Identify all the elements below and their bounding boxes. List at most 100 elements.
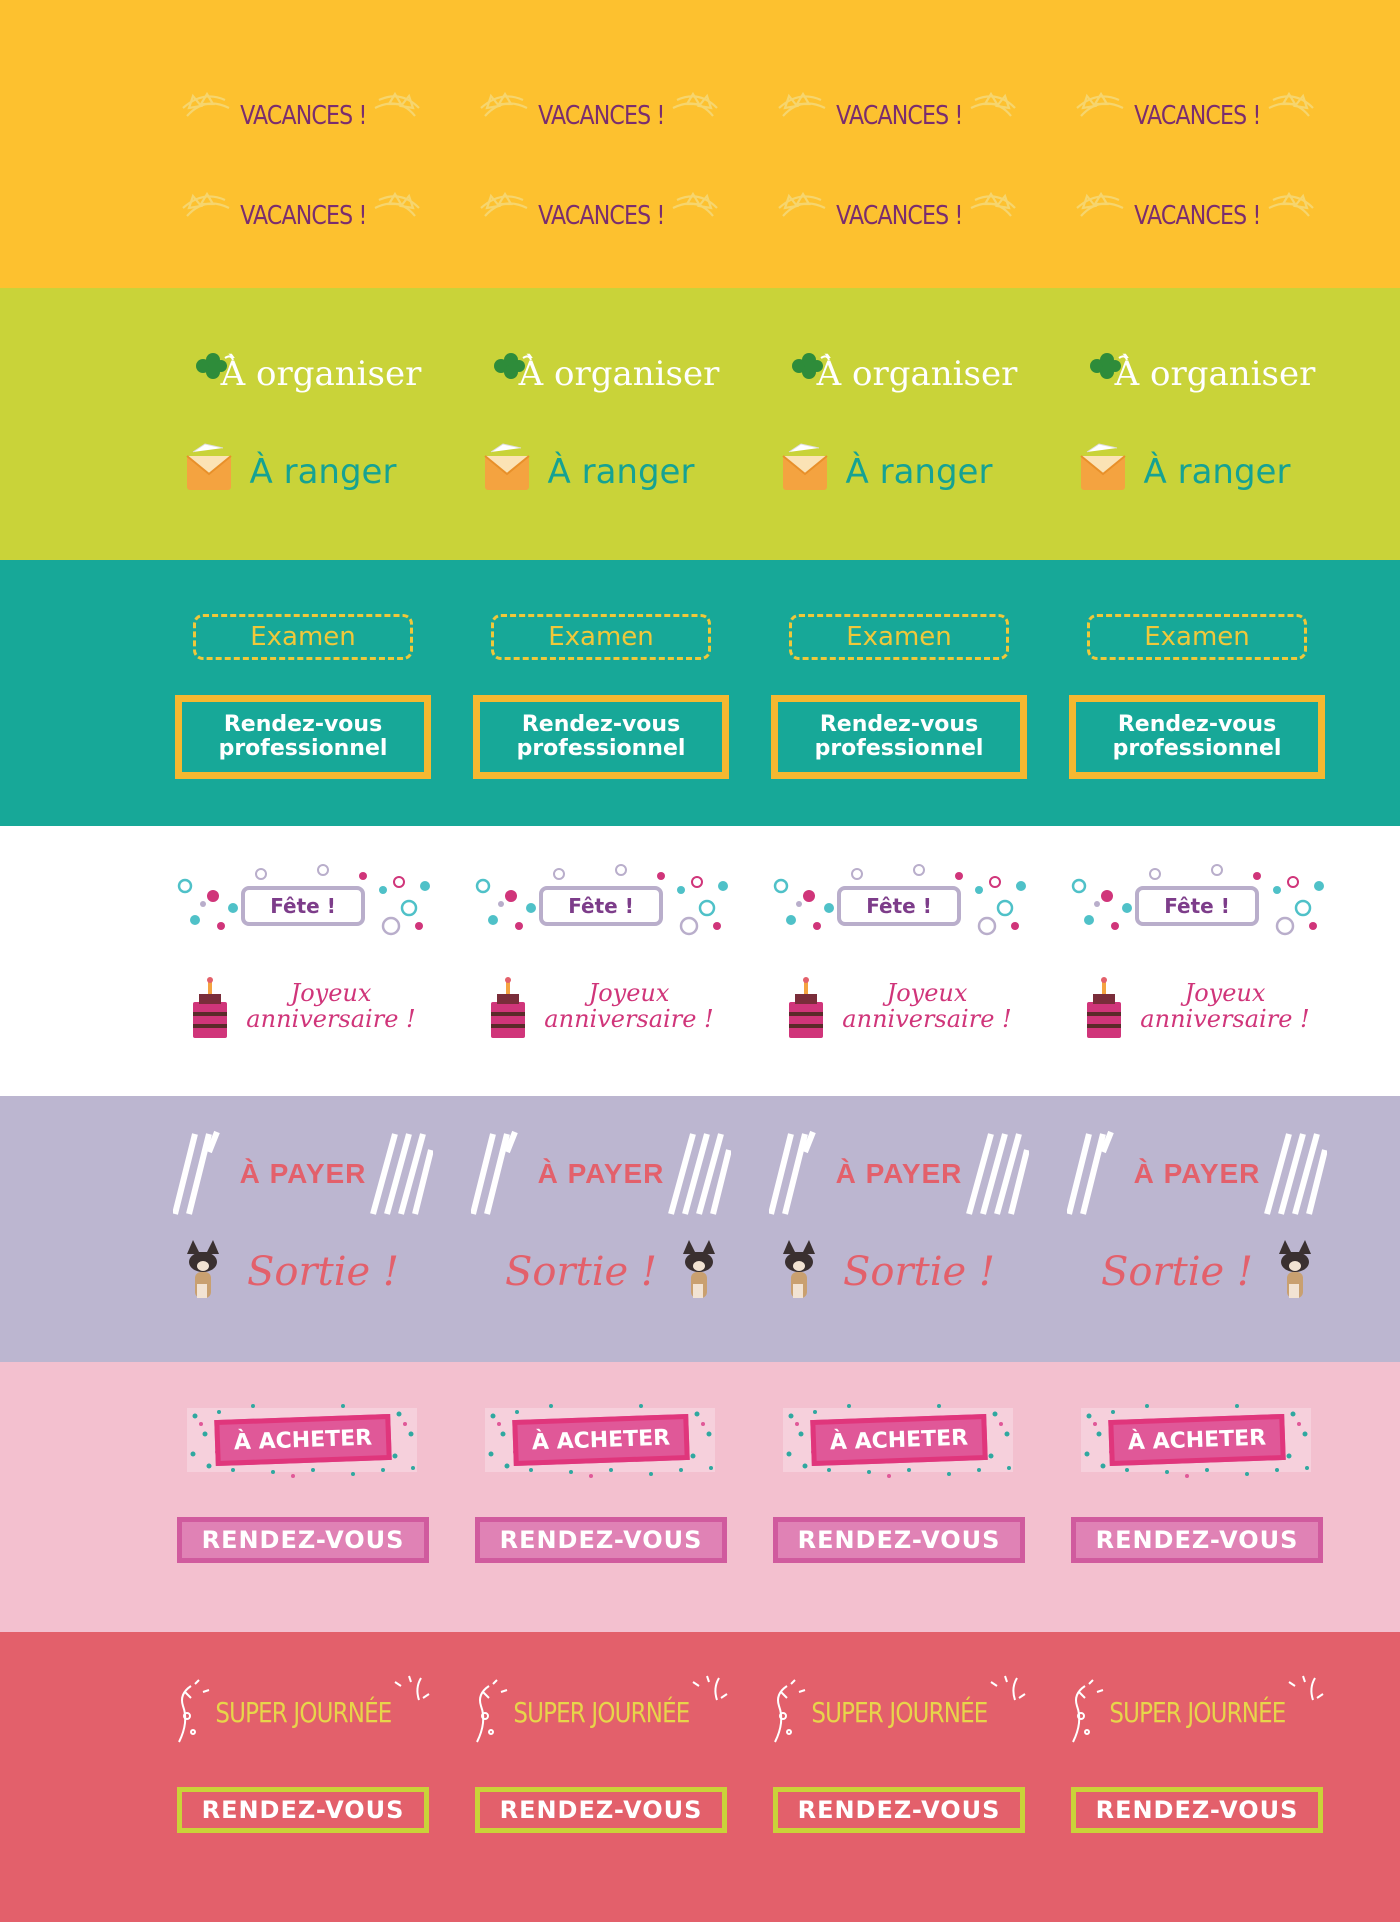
- sticker-text: Rendez-vous professionnel: [814, 712, 984, 761]
- sticker-fete: Fête !: [173, 856, 433, 956]
- sticker-text: Fête !: [270, 894, 336, 918]
- cake-icon: [193, 977, 227, 1038]
- examen-frame: Examen: [1087, 614, 1307, 660]
- row-vacances-2: VACANCES ! VACANCES ! VACANCES !: [0, 166, 1400, 266]
- sticker-text: À PAYER: [239, 1158, 367, 1189]
- sticker-text: À ranger: [249, 452, 397, 492]
- bunting-icon: [480, 91, 718, 117]
- sticker-examen: Examen: [1067, 587, 1327, 687]
- sparkles-icon: [476, 1675, 728, 1743]
- rdv-frame: RENDEZ-VOUS: [475, 1787, 727, 1833]
- sparkles-icon: [178, 1675, 430, 1743]
- acheter-frame: À ACHETER: [512, 1413, 690, 1467]
- sticker-organiser: À organiser: [173, 324, 433, 424]
- confetti-icon: [773, 864, 1026, 936]
- sticker-acheter: À ACHETER: [471, 1390, 731, 1490]
- bunting-icon: [778, 191, 1016, 217]
- sticker-text: VACANCES !: [835, 201, 963, 231]
- confetti-icon: [177, 864, 430, 936]
- sticker-text: Fête !: [1164, 894, 1230, 918]
- sticker-text: À ACHETER: [233, 1425, 373, 1455]
- row-vacances-1: VACANCES ! VACANCES ! VACANCES !: [0, 66, 1400, 166]
- dog-icon: [187, 1240, 219, 1298]
- row-examen: Examen Examen Examen Examen: [0, 587, 1400, 687]
- sticker-text: À ACHETER: [1127, 1425, 1267, 1455]
- cake-icon: [1087, 977, 1121, 1038]
- row-rdv-pro: Rendez-vous professionnel Rendez-vous pr…: [0, 687, 1400, 787]
- sticker-text: À PAYER: [1133, 1158, 1261, 1189]
- row-anniversaire: Joyeux anniversaire ! Joyeux anniversair…: [0, 956, 1400, 1056]
- examen-frame: Examen: [193, 614, 413, 660]
- sticker-text: Joyeux anniversaire !: [842, 979, 1012, 1033]
- sticker-text: À ranger: [845, 452, 993, 492]
- sticker-rdv-green: RENDEZ-VOUS: [1067, 1760, 1327, 1860]
- examen-frame: Examen: [789, 614, 1009, 660]
- sticker-super-journee: SUPER JOURNÉE: [769, 1662, 1029, 1762]
- row-organiser: À organiser À organiser À organiser À or…: [0, 324, 1400, 424]
- sticker-text: Joyeux anniversaire !: [1140, 979, 1310, 1033]
- sticker-text: RENDEZ-VOUS: [1095, 1526, 1299, 1554]
- sticker-acheter: À ACHETER: [173, 1390, 433, 1490]
- sticker-text: Sortie !: [505, 1249, 657, 1295]
- sticker-rdv-pro: Rendez-vous professionnel: [173, 687, 433, 787]
- row-rdv-green: RENDEZ-VOUS RENDEZ-VOUS RENDEZ-VOUS REND…: [0, 1760, 1400, 1860]
- row-acheter: À ACHETER À ACHETER: [0, 1390, 1400, 1490]
- sticker-text: RENDEZ-VOUS: [797, 1526, 1001, 1554]
- bunting-icon: [182, 91, 420, 117]
- sparkles-icon: [774, 1675, 1026, 1743]
- sticker-vacances: VACANCES !: [769, 166, 1029, 266]
- envelope-icon: [782, 443, 828, 490]
- clover-icon: [1090, 353, 1128, 379]
- sticker-rdv-pink: RENDEZ-VOUS: [769, 1490, 1029, 1590]
- sticker-text: À ranger: [1143, 452, 1291, 492]
- confetti-icon: [475, 864, 728, 936]
- cake-icon: [491, 977, 525, 1038]
- stripes-icon: [471, 1130, 731, 1215]
- sticker-text: RENDEZ-VOUS: [499, 1796, 703, 1824]
- sticker-payer: À PAYER: [1067, 1124, 1327, 1224]
- sticker-rdv-pro: Rendez-vous professionnel: [769, 687, 1029, 787]
- band-examen: Examen Examen Examen Examen Rendez-vous …: [0, 560, 1400, 826]
- sticker-text: Examen: [846, 622, 952, 652]
- dog-icon: [1279, 1240, 1311, 1298]
- envelope-icon: [484, 443, 530, 490]
- fete-frame: Fête !: [1135, 886, 1259, 926]
- sticker-text: VACANCES !: [1133, 201, 1261, 231]
- sticker-text: VACANCES !: [537, 101, 665, 131]
- sticker-vacances: VACANCES !: [1067, 66, 1327, 166]
- sticker-vacances: VACANCES !: [471, 166, 731, 266]
- rdv-frame: RENDEZ-VOUS: [475, 1517, 727, 1563]
- dog-icon: [683, 1240, 715, 1298]
- sticker-text: Examen: [548, 622, 654, 652]
- band-vacances: VACANCES ! VACANCES ! VACANCES !: [0, 0, 1400, 288]
- clover-icon: [494, 353, 532, 379]
- sticker-text: Joyeux anniversaire !: [246, 979, 416, 1033]
- clover-icon: [196, 353, 234, 379]
- sticker-text: Examen: [1144, 622, 1250, 652]
- sticker-text: Fête !: [568, 894, 634, 918]
- rdv-frame: RENDEZ-VOUS: [773, 1517, 1025, 1563]
- sticker-text: VACANCES !: [1133, 101, 1261, 131]
- sticker-sortie: Sortie !: [471, 1222, 731, 1322]
- sticker-sortie: Sortie !: [1067, 1222, 1327, 1322]
- sticker-text: Rendez-vous professionnel: [1112, 712, 1282, 761]
- sticker-examen: Examen: [173, 587, 433, 687]
- sticker-vacances: VACANCES !: [471, 66, 731, 166]
- sticker-fete: Fête !: [769, 856, 1029, 956]
- acheter-frame: À ACHETER: [1108, 1413, 1286, 1467]
- sticker-ranger: À ranger: [173, 422, 433, 522]
- sticker-organiser: À organiser: [769, 324, 1029, 424]
- envelope-icon: [1080, 443, 1126, 490]
- stripes-icon: [173, 1130, 433, 1215]
- fete-frame: Fête !: [539, 886, 663, 926]
- sticker-ranger: À ranger: [769, 422, 1029, 522]
- sticker-text: RENDEZ-VOUS: [1095, 1796, 1299, 1824]
- sticker-text: À ACHETER: [531, 1425, 671, 1455]
- fete-frame: Fête !: [837, 886, 961, 926]
- rdv-frame: RENDEZ-VOUS: [773, 1787, 1025, 1833]
- sticker-anniversaire: Joyeux anniversaire !: [173, 956, 433, 1056]
- sticker-acheter: À ACHETER: [769, 1390, 1029, 1490]
- band-payer: À PAYER À PAYER À PAYER À PAYER: [0, 1096, 1400, 1362]
- rdv-pro-frame: Rendez-vous professionnel: [1069, 695, 1325, 779]
- sticker-text: Examen: [250, 622, 356, 652]
